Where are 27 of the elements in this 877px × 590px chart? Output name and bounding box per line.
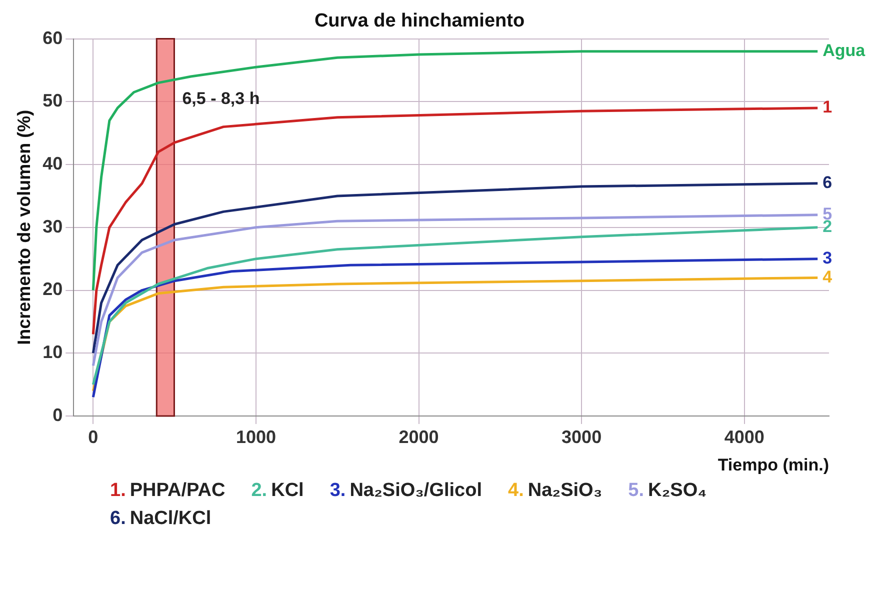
- text: 4. Na₂SiO₃: [508, 480, 602, 501]
- text: 3. Na₂SiO₃/Glicol: [330, 480, 482, 501]
- x-axis-title: Tiempo (min.): [718, 455, 829, 474]
- text: 2. KCl: [251, 480, 304, 501]
- annotation: 4: [822, 267, 833, 286]
- annotation: 3: [822, 248, 832, 268]
- annotation: 6: [822, 173, 832, 192]
- x-tick-label: 4000: [724, 426, 764, 447]
- y-tick-label: 10: [42, 342, 63, 362]
- text: 5. K₂SO₄: [628, 480, 707, 501]
- x-tick-label: 3000: [562, 426, 602, 447]
- y-tick-label: 20: [42, 279, 63, 300]
- annotation: Agua: [822, 41, 866, 60]
- y-tick-label: 50: [42, 90, 63, 111]
- x-tick-label: 0: [88, 426, 98, 447]
- y-tick-label: 0: [52, 404, 63, 425]
- x-tick-label: 2000: [398, 426, 439, 447]
- x-tick-label: 1000: [236, 426, 276, 447]
- y-axis-title: Incremento de volumen (%): [14, 110, 34, 345]
- chart-title: Curva de hinchamiento: [314, 10, 525, 32]
- text: 6. NaCl/KCl: [110, 508, 212, 529]
- y-tick-label: 30: [42, 216, 63, 236]
- y-tick-label: 60: [42, 28, 63, 48]
- annotation: 1: [822, 98, 832, 117]
- y-tick-label: 40: [42, 154, 63, 174]
- band-label: 6,5 - 8,3 h: [182, 88, 260, 108]
- text: 1. PHPA/PAC: [110, 480, 226, 501]
